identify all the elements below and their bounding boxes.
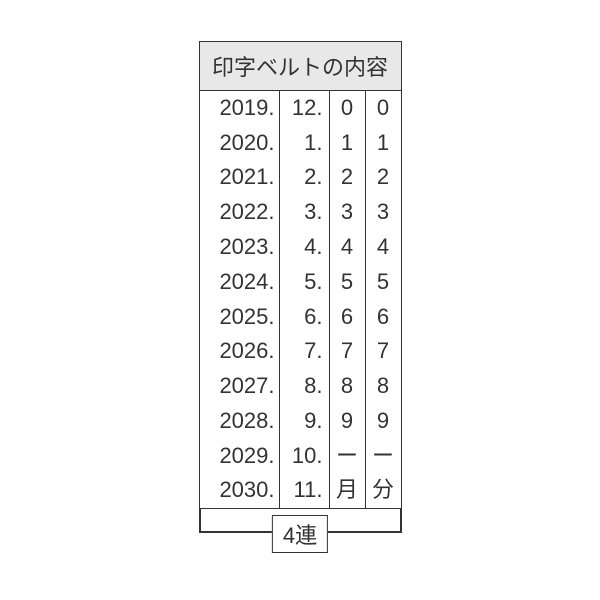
belt-content-table: 印字ベルトの内容 2019.12.002020.1.112021.2.22202… bbox=[199, 41, 402, 510]
cell-month: 2. bbox=[279, 160, 329, 195]
cell-year: 2026. bbox=[199, 334, 279, 369]
cell-digit-2: 5 bbox=[365, 265, 401, 300]
cell-digit-1: 7 bbox=[329, 334, 365, 369]
bracket-line-left bbox=[199, 509, 201, 531]
cell-month: 6. bbox=[279, 300, 329, 335]
table-row: 2021.2.22 bbox=[199, 160, 401, 195]
cell-year: 2020. bbox=[199, 126, 279, 161]
cell-digit-2: 分 bbox=[365, 473, 401, 508]
cell-month: 8. bbox=[279, 369, 329, 404]
table-row: 2027.8.88 bbox=[199, 369, 401, 404]
cell-digit-1: 0 bbox=[329, 90, 365, 125]
table-header: 印字ベルトの内容 bbox=[199, 41, 401, 90]
table-row: 2022.3.33 bbox=[199, 195, 401, 230]
cell-month: 1. bbox=[279, 126, 329, 161]
bracket-line-bottom-right bbox=[328, 531, 402, 533]
cell-digit-1: 6 bbox=[329, 300, 365, 335]
cell-digit-1: 3 bbox=[329, 195, 365, 230]
bracket-label: 4連 bbox=[272, 515, 328, 553]
cell-year: 2027. bbox=[199, 369, 279, 404]
cell-digit-1: 8 bbox=[329, 369, 365, 404]
cell-digit-2: 2 bbox=[365, 160, 401, 195]
cell-month: 4. bbox=[279, 230, 329, 265]
cell-month: 9. bbox=[279, 404, 329, 439]
table-row: 2030.11.月分 bbox=[199, 473, 401, 508]
cell-year: 2029. bbox=[199, 439, 279, 474]
cell-digit-2: 9 bbox=[365, 404, 401, 439]
cell-digit-2: 7 bbox=[365, 334, 401, 369]
cell-month: 11. bbox=[279, 473, 329, 508]
cell-year: 2030. bbox=[199, 473, 279, 508]
table-body: 2019.12.002020.1.112021.2.222022.3.33202… bbox=[199, 90, 401, 509]
table-row: 2025.6.66 bbox=[199, 300, 401, 335]
table-row: 2029.10.ーー bbox=[199, 439, 401, 474]
table-row: 2020.1.11 bbox=[199, 126, 401, 161]
table-row: 2028.9.99 bbox=[199, 404, 401, 439]
stamp-belt-spec: 印字ベルトの内容 2019.12.002020.1.112021.2.22202… bbox=[199, 41, 402, 560]
bracket-line-bottom-left bbox=[199, 531, 273, 533]
cell-digit-1: ー bbox=[329, 439, 365, 474]
cell-digit-1: 9 bbox=[329, 404, 365, 439]
table-row: 2019.12.00 bbox=[199, 90, 401, 125]
cell-month: 10. bbox=[279, 439, 329, 474]
cell-digit-2: 0 bbox=[365, 90, 401, 125]
cell-year: 2022. bbox=[199, 195, 279, 230]
cell-year: 2019. bbox=[199, 90, 279, 125]
cell-digit-1: 1 bbox=[329, 126, 365, 161]
table-row: 2026.7.77 bbox=[199, 334, 401, 369]
cell-digit-1: 月 bbox=[329, 473, 365, 508]
cell-year: 2025. bbox=[199, 300, 279, 335]
cell-digit-1: 4 bbox=[329, 230, 365, 265]
bracket-line-right bbox=[400, 509, 402, 531]
cell-digit-1: 5 bbox=[329, 265, 365, 300]
bracket: 4連 bbox=[199, 509, 402, 559]
table-row: 2024.5.55 bbox=[199, 265, 401, 300]
cell-month: 12. bbox=[279, 90, 329, 125]
cell-year: 2028. bbox=[199, 404, 279, 439]
cell-digit-2: 6 bbox=[365, 300, 401, 335]
cell-year: 2024. bbox=[199, 265, 279, 300]
cell-year: 2021. bbox=[199, 160, 279, 195]
cell-digit-2: 3 bbox=[365, 195, 401, 230]
cell-month: 7. bbox=[279, 334, 329, 369]
cell-month: 5. bbox=[279, 265, 329, 300]
cell-digit-2: 4 bbox=[365, 230, 401, 265]
cell-digit-2: 8 bbox=[365, 369, 401, 404]
cell-year: 2023. bbox=[199, 230, 279, 265]
cell-month: 3. bbox=[279, 195, 329, 230]
cell-digit-1: 2 bbox=[329, 160, 365, 195]
table-row: 2023.4.44 bbox=[199, 230, 401, 265]
cell-digit-2: ー bbox=[365, 439, 401, 474]
cell-digit-2: 1 bbox=[365, 126, 401, 161]
